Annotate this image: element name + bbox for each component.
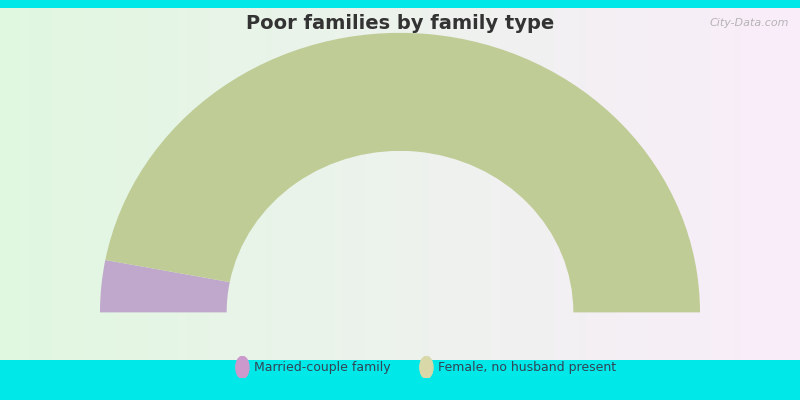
Text: Poor families by family type: Poor families by family type xyxy=(246,14,554,33)
Text: Female, no husband present: Female, no husband present xyxy=(438,361,617,374)
Text: Married-couple family: Married-couple family xyxy=(254,361,391,374)
Text: City-Data.com: City-Data.com xyxy=(710,18,789,28)
Wedge shape xyxy=(100,260,230,312)
Ellipse shape xyxy=(420,356,433,378)
Wedge shape xyxy=(106,33,700,312)
Ellipse shape xyxy=(236,356,249,378)
